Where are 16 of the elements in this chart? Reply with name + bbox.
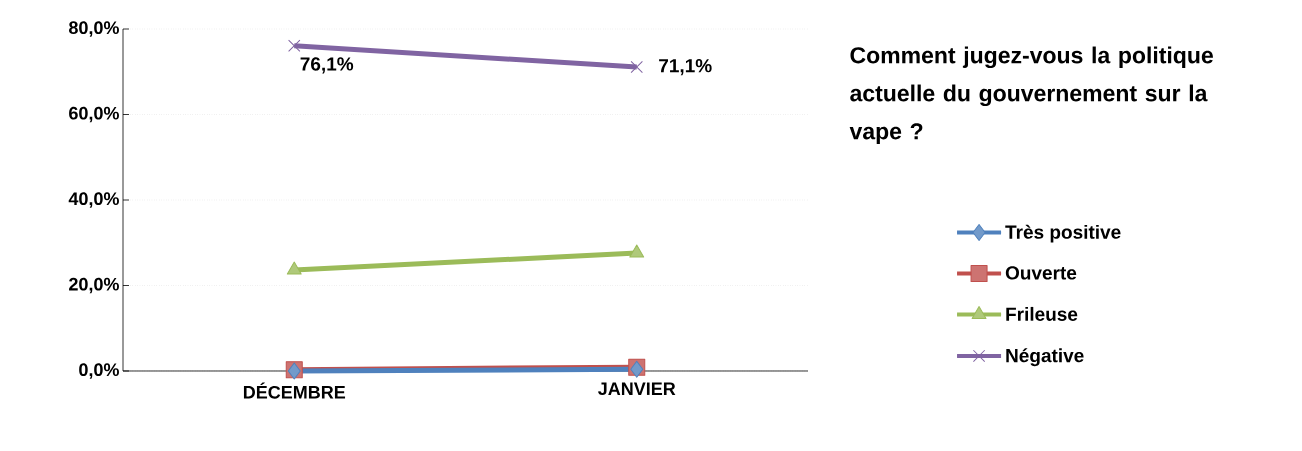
y-tick-label: 0,0% [79, 363, 119, 379]
y-tick-label: 80,0% [69, 21, 119, 37]
text: Comment jugez-vous la politique actuelle du gouvernement sur la vape ? [849, 46, 1213, 144]
data-label: 76,1% [300, 57, 354, 74]
legend-label: Très positive [1005, 224, 1121, 243]
y-tick-label: 20,0% [69, 277, 119, 294]
y-tick-label: 40,0% [68, 192, 119, 208]
point [630, 60, 643, 74]
legend-label: Frileuse [1006, 306, 1078, 321]
point [288, 39, 301, 52]
x-tick-label: DÉCEMBRE [243, 382, 346, 399]
data-label: 71,1% [659, 58, 712, 76]
y-tick-label: 60,0% [69, 106, 119, 123]
legend-label: Ouverte [1005, 266, 1077, 280]
x-tick-label: JANVIER [598, 382, 676, 396]
legend-label: Négative [1006, 348, 1084, 367]
